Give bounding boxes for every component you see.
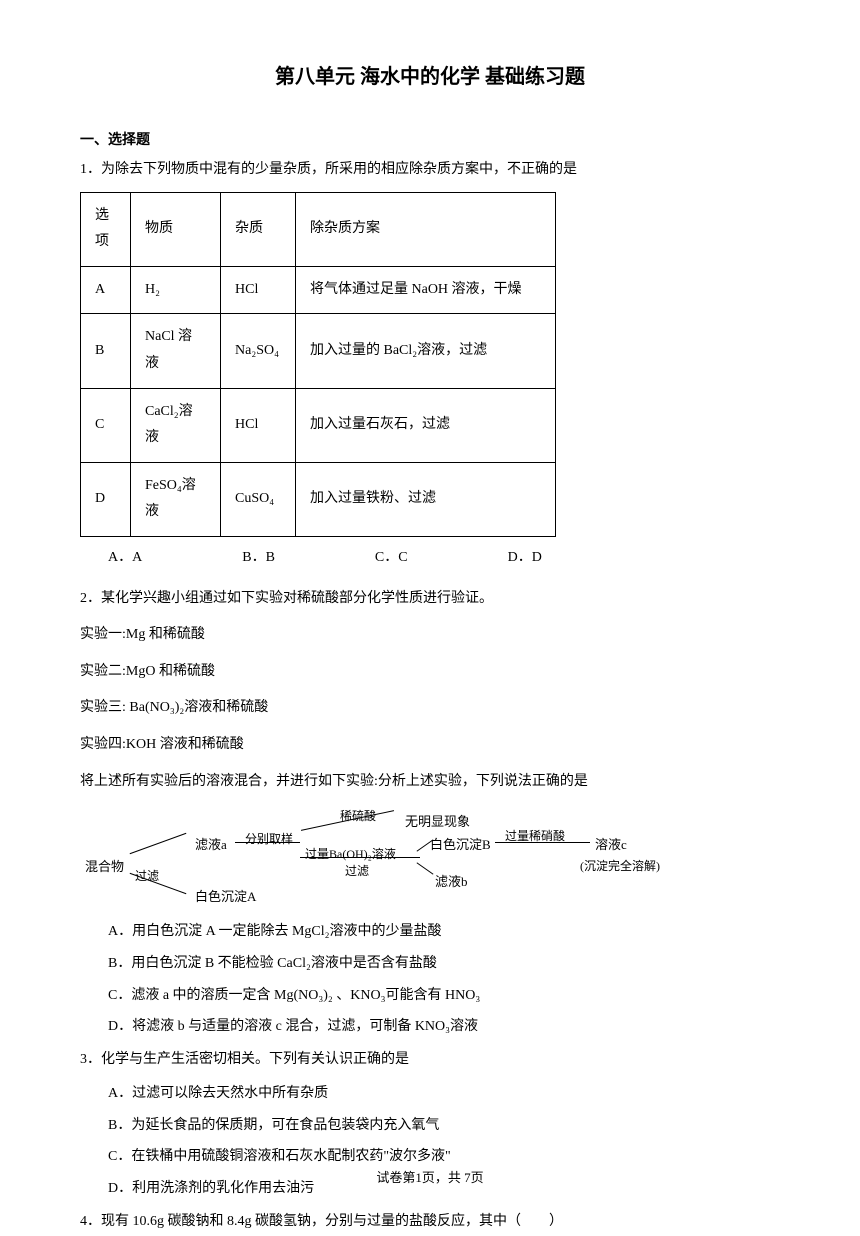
cell: D [81, 462, 131, 536]
table-row: 选项 物质 杂质 除杂质方案 [81, 192, 556, 266]
flow-white-a: 白色沉淀A [195, 885, 256, 910]
q2-text: 2．某化学兴趣小组通过如下实验对稀硫酸部分化学性质进行验证。 [80, 586, 780, 613]
table-row: C CaCl₂溶液 HCl 加入过量石灰石，过滤 [81, 388, 556, 462]
table-row: D FeSO₄溶液 CuSO₄ 加入过量铁粉、过滤 [81, 462, 556, 536]
flow-sample: 分别取样 [245, 828, 293, 851]
cell: NaCl 溶液 [131, 314, 221, 388]
option-a: A．A [108, 545, 142, 572]
question-2: 2．某化学兴趣小组通过如下实验对稀硫酸部分化学性质进行验证。 实验一:Mg 和稀… [80, 586, 780, 1040]
exp3: 实验三: Ba(NO₃)₂溶液和稀硫酸 [80, 695, 780, 722]
flow-solution-c: 溶液c [595, 833, 627, 858]
cell: 杂质 [221, 192, 296, 266]
q2-opt-d: D．将滤液 b 与适量的溶液 c 混合，过滤，可制备 KNO₃溶液 [108, 1015, 780, 1039]
cell: 除杂质方案 [296, 192, 556, 266]
page-title: 第八单元 海水中的化学 基础练习题 [80, 60, 780, 89]
q4-text: 4．现有 10.6g 碳酸钠和 8.4g 碳酸氢钠，分别与过量的盐酸反应，其中（… [80, 1209, 780, 1236]
cell: H₂ [131, 266, 221, 314]
cell: 加入过量石灰石，过滤 [296, 388, 556, 462]
cell: FeSO₄溶液 [131, 462, 221, 536]
flow-filtrate-b: 滤液b [435, 870, 468, 895]
cell: B [81, 314, 131, 388]
cell: 物质 [131, 192, 221, 266]
flow-dissolve: (沉淀完全溶解) [580, 855, 660, 878]
question-1: 1．为除去下列物质中混有的少量杂质，所采用的相应除杂质方案中，不正确的是 选项 … [80, 157, 780, 572]
cell: 加入过量铁粉、过滤 [296, 462, 556, 536]
cell: HCl [221, 388, 296, 462]
q3-opt-b: B．为延长食品的保质期，可在食品包装袋内充入氧气 [108, 1114, 780, 1138]
exp1: 实验一:Mg 和稀硫酸 [80, 622, 780, 649]
cell: A [81, 266, 131, 314]
option-d: D．D [508, 545, 542, 572]
q2-mix: 将上述所有实验后的溶液混合，并进行如下实验:分析上述实验，下列说法正确的是 [80, 769, 780, 796]
cell: CuSO₄ [221, 462, 296, 536]
flow-h2so4: 稀硫酸 [340, 805, 376, 828]
flow-filtrate-a: 滤液a [195, 833, 227, 858]
exp2: 实验二:MgO 和稀硫酸 [80, 659, 780, 686]
question-4: 4．现有 10.6g 碳酸钠和 8.4g 碳酸氢钠，分别与过量的盐酸反应，其中（… [80, 1209, 780, 1236]
flow-mixture: 混合物 [85, 855, 124, 880]
q3-opt-c: C．在铁桶中用硫酸铜溶液和石灰水配制农药"波尔多液" [108, 1145, 780, 1169]
flow-filter2: 过滤 [345, 860, 369, 883]
cell: 加入过量的 BaCl₂溶液，过滤 [296, 314, 556, 388]
exp4: 实验四:KOH 溶液和稀硫酸 [80, 732, 780, 759]
cell: HCl [221, 266, 296, 314]
q1-options: A．A B．B C．C D．D [108, 545, 780, 572]
flow-diagram: 混合物 过滤 滤液a 白色沉淀A 分别取样 稀硫酸 无明显现象 过量Ba(OH)… [140, 805, 780, 910]
q3-text: 3．化学与生产生活密切相关。下列有关认识正确的是 [80, 1047, 780, 1074]
q1-text: 1．为除去下列物质中混有的少量杂质，所采用的相应除杂质方案中，不正确的是 [80, 157, 780, 184]
option-c: C．C [375, 545, 408, 572]
q2-opt-b: B．用白色沉淀 B 不能检验 CaCl₂溶液中是否含有盐酸 [108, 952, 780, 976]
cell: CaCl₂溶液 [131, 388, 221, 462]
page-footer: 试卷第1页，共 7页 [0, 1167, 860, 1186]
cell: Na₂SO₄ [221, 314, 296, 388]
section-header: 一、选择题 [80, 129, 780, 149]
cell: 将气体通过足量 NaOH 溶液，干燥 [296, 266, 556, 314]
q3-opt-a: A．过滤可以除去天然水中所有杂质 [108, 1082, 780, 1106]
cell: 选项 [81, 192, 131, 266]
table-row: B NaCl 溶液 Na₂SO₄ 加入过量的 BaCl₂溶液，过滤 [81, 314, 556, 388]
table-row: A H₂ HCl 将气体通过足量 NaOH 溶液，干燥 [81, 266, 556, 314]
flow-hno3: 过量稀硝酸 [505, 825, 565, 848]
cell: C [81, 388, 131, 462]
flow-white-b: 白色沉淀B [430, 833, 491, 858]
q1-table: 选项 物质 杂质 除杂质方案 A H₂ HCl 将气体通过足量 NaOH 溶液，… [80, 192, 556, 537]
flow-nophenom: 无明显现象 [405, 810, 470, 835]
q2-opt-a: A．用白色沉淀 A 一定能除去 MgCl₂溶液中的少量盐酸 [108, 920, 780, 944]
q2-opt-c: C．滤液 a 中的溶质一定含 Mg(NO₃)₂ 、KNO₃可能含有 HNO₃ [108, 984, 780, 1008]
option-b: B．B [242, 545, 275, 572]
